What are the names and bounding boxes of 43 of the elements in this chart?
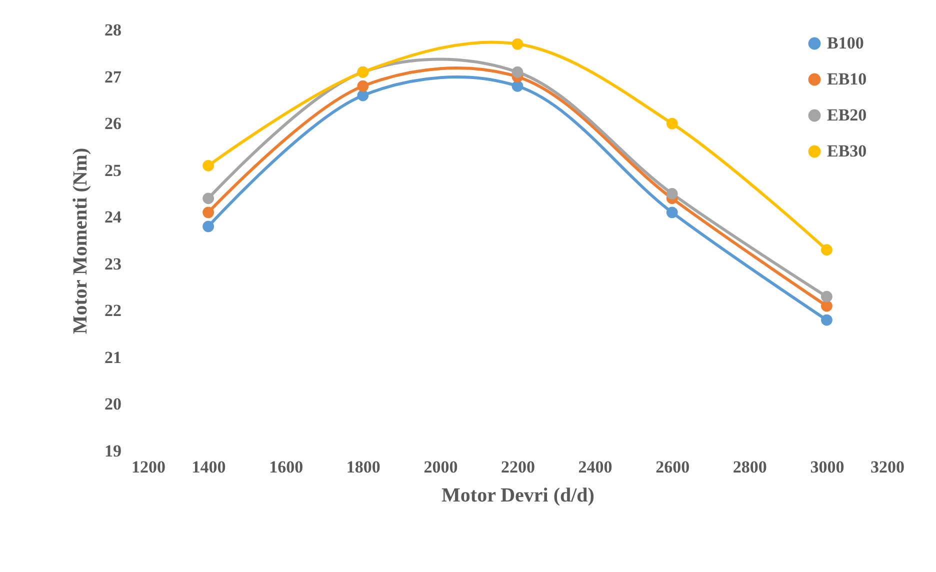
point [357, 90, 369, 102]
legend-label: EB20 [827, 106, 867, 124]
y-tick-label: 25 [104, 160, 122, 180]
point [821, 244, 832, 256]
point [666, 206, 678, 218]
x-tick-label: 2400 [578, 458, 612, 476]
x-tick-label: 1800 [346, 458, 380, 476]
x-tick-label: 1200 [132, 458, 166, 476]
legend-label: B100 [827, 34, 864, 52]
point [202, 220, 214, 232]
x-tick-label: 2200 [501, 458, 535, 476]
point [666, 188, 678, 200]
point [202, 206, 214, 218]
y-tick-label: 20 [104, 394, 122, 414]
point [357, 80, 369, 92]
y-tick-label: 19 [104, 442, 122, 460]
point [512, 80, 524, 92]
x-tick-label: 2600 [656, 458, 690, 476]
x-tick-label: 1400 [192, 458, 226, 476]
point [821, 300, 832, 312]
x-tick-label: 1600 [269, 458, 304, 476]
point [202, 160, 214, 172]
y-tick-label: 21 [104, 348, 122, 367]
point [666, 118, 678, 130]
y-tick-label: 24 [104, 208, 122, 227]
x-tick-label: 2800 [732, 458, 767, 476]
point [821, 314, 832, 326]
x-axis-title: Motor Devri (d/d) [442, 484, 594, 506]
y-tick-label: 26 [104, 114, 122, 134]
y-tick-label: 23 [104, 254, 122, 274]
point [512, 66, 524, 78]
point [821, 290, 832, 302]
y-tick-label: 28 [104, 20, 122, 40]
x-tick-label: 2000 [424, 458, 458, 476]
x-tick-label: 3200 [870, 458, 904, 476]
point [512, 38, 524, 50]
y-tick-label: 22 [104, 301, 122, 320]
x-tick-label: 3000 [810, 458, 844, 476]
y-axis-title: Motor Momenti (Nm) [70, 148, 92, 334]
point [202, 192, 214, 204]
legend-label: EB10 [827, 70, 867, 88]
legend-label: EB30 [827, 142, 867, 160]
y-tick-label: 27 [104, 67, 122, 86]
